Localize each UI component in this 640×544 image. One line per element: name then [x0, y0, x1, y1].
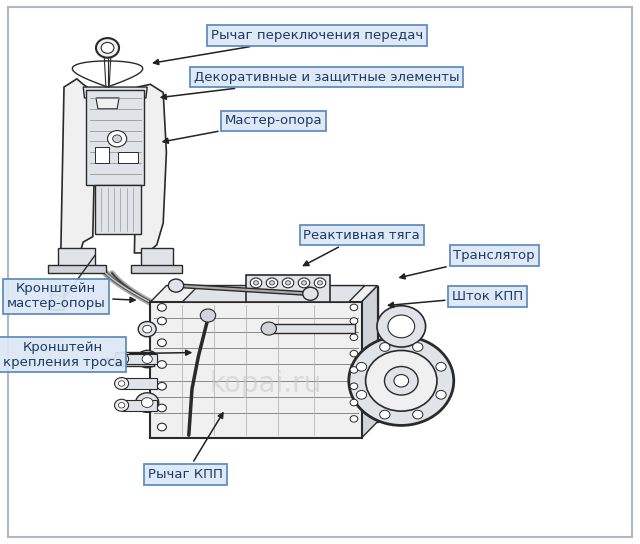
Polygon shape [86, 90, 144, 185]
Polygon shape [141, 248, 173, 267]
Polygon shape [150, 286, 378, 302]
Circle shape [108, 131, 127, 147]
Circle shape [365, 350, 437, 411]
Circle shape [157, 304, 166, 311]
Circle shape [115, 378, 129, 390]
Circle shape [350, 367, 358, 373]
Circle shape [350, 304, 358, 311]
Polygon shape [134, 84, 166, 253]
Circle shape [168, 279, 184, 292]
Circle shape [157, 339, 166, 347]
Circle shape [314, 278, 326, 288]
Circle shape [356, 362, 367, 371]
Polygon shape [118, 152, 138, 163]
Circle shape [101, 42, 114, 53]
Circle shape [285, 281, 291, 285]
Polygon shape [122, 400, 157, 411]
Circle shape [380, 343, 390, 351]
Circle shape [350, 383, 358, 390]
Polygon shape [266, 324, 355, 333]
Circle shape [436, 391, 446, 399]
Polygon shape [122, 378, 157, 389]
Polygon shape [246, 275, 330, 302]
Text: kopai.ru: kopai.ru [209, 369, 322, 398]
Text: Рычаг КПП: Рычаг КПП [148, 413, 223, 481]
Text: Мастер-опора: Мастер-опора [163, 114, 323, 143]
Polygon shape [122, 354, 157, 364]
Polygon shape [131, 265, 182, 273]
Polygon shape [166, 286, 378, 422]
Circle shape [157, 361, 166, 368]
Text: Шток КПП: Шток КПП [388, 290, 524, 307]
Text: Реактивная тяга: Реактивная тяга [303, 228, 420, 265]
Text: Кронштейн
мастер-опоры: Кронштейн мастер-опоры [7, 282, 135, 311]
Circle shape [350, 318, 358, 324]
Circle shape [380, 410, 390, 419]
Circle shape [157, 317, 166, 325]
Circle shape [143, 325, 152, 333]
Polygon shape [362, 286, 378, 438]
Polygon shape [58, 248, 95, 267]
Circle shape [157, 382, 166, 390]
Circle shape [301, 281, 307, 285]
Circle shape [261, 322, 276, 335]
Circle shape [96, 38, 119, 58]
Polygon shape [72, 61, 143, 87]
Circle shape [142, 355, 152, 363]
Circle shape [317, 281, 323, 285]
Text: Рычаг переключения передач: Рычаг переключения передач [154, 29, 423, 65]
Circle shape [350, 399, 358, 406]
Circle shape [137, 350, 157, 368]
Circle shape [253, 281, 259, 285]
Circle shape [118, 403, 125, 408]
Circle shape [394, 375, 408, 387]
Circle shape [266, 278, 278, 288]
Circle shape [113, 135, 122, 143]
Circle shape [138, 322, 156, 337]
Circle shape [436, 362, 446, 371]
Polygon shape [150, 302, 362, 438]
Circle shape [118, 381, 125, 386]
Text: Декоративные и защитные элементы: Декоративные и защитные элементы [161, 71, 459, 99]
Polygon shape [95, 185, 141, 234]
Circle shape [282, 278, 294, 288]
Circle shape [413, 410, 423, 419]
Text: Транслятор: Транслятор [400, 249, 535, 279]
Circle shape [356, 391, 367, 399]
Polygon shape [96, 98, 119, 109]
Text: Кронштейн
крепления троса: Кронштейн крепления троса [3, 341, 191, 369]
Circle shape [157, 404, 166, 412]
Polygon shape [51, 286, 64, 310]
Polygon shape [182, 286, 365, 302]
Circle shape [250, 278, 262, 288]
Polygon shape [95, 147, 109, 163]
Circle shape [157, 423, 166, 431]
Circle shape [118, 356, 125, 362]
Circle shape [350, 416, 358, 422]
Circle shape [349, 336, 454, 425]
Polygon shape [61, 79, 95, 253]
Circle shape [388, 315, 415, 338]
Circle shape [385, 367, 418, 395]
Circle shape [298, 278, 310, 288]
Polygon shape [83, 87, 147, 98]
Circle shape [141, 398, 153, 407]
Circle shape [350, 334, 358, 341]
Circle shape [350, 350, 358, 357]
FancyBboxPatch shape [8, 7, 632, 537]
Circle shape [136, 393, 159, 412]
Polygon shape [115, 352, 154, 366]
Circle shape [269, 281, 275, 285]
Circle shape [115, 399, 129, 411]
Circle shape [115, 353, 129, 365]
Circle shape [413, 343, 423, 351]
Circle shape [377, 306, 426, 347]
Circle shape [303, 287, 318, 300]
Circle shape [200, 309, 216, 322]
Polygon shape [48, 265, 106, 273]
